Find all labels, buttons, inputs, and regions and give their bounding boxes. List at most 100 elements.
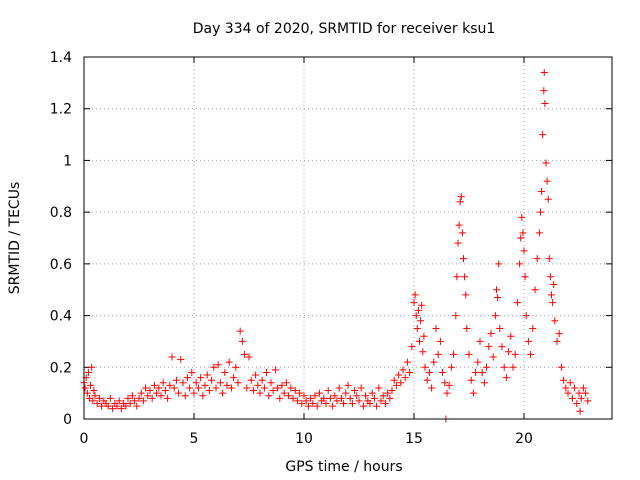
- data-point: [545, 255, 553, 263]
- data-point: [494, 293, 502, 301]
- x-tick-label: 15: [405, 431, 423, 447]
- data-point: [280, 389, 288, 397]
- data-point: [537, 208, 544, 216]
- data-point: [342, 389, 350, 397]
- data-point: [511, 350, 519, 358]
- data-point: [219, 389, 227, 397]
- data-point: [340, 399, 348, 407]
- data-point: [524, 337, 532, 345]
- data-point: [452, 312, 460, 320]
- data-point: [568, 394, 576, 402]
- data-point: [329, 402, 337, 410]
- data-point: [522, 312, 530, 320]
- data-point: [423, 376, 431, 384]
- data-point: [454, 239, 462, 247]
- data-point: [139, 397, 147, 405]
- x-tick-label: 0: [80, 431, 89, 447]
- data-point: [210, 363, 218, 371]
- data-point: [106, 394, 114, 402]
- data-point: [498, 343, 506, 351]
- data-point: [381, 399, 389, 407]
- data-point: [540, 69, 548, 77]
- data-point: [491, 312, 499, 320]
- data-point: [258, 376, 266, 384]
- data-point: [403, 358, 411, 366]
- data-point: [199, 392, 207, 400]
- data-point: [544, 195, 552, 203]
- data-point: [487, 330, 495, 338]
- data-point: [87, 381, 95, 389]
- data-point: [553, 337, 561, 345]
- data-point: [453, 273, 461, 281]
- data-point: [455, 221, 463, 229]
- data-point: [478, 368, 486, 376]
- data-point: [311, 392, 319, 400]
- data-point: [166, 381, 174, 389]
- data-point: [148, 394, 156, 402]
- data-point: [417, 317, 425, 325]
- data-point: [483, 363, 491, 371]
- data-point: [411, 291, 419, 299]
- data-point: [190, 389, 198, 397]
- data-point: [399, 366, 407, 374]
- data-point: [489, 353, 497, 361]
- data-point: [98, 402, 106, 410]
- data-point: [416, 337, 423, 345]
- data-point: [241, 350, 249, 358]
- data-point: [276, 394, 284, 402]
- data-point: [90, 387, 98, 395]
- data-point: [469, 389, 477, 397]
- data-point: [271, 366, 279, 374]
- data-point: [315, 389, 323, 397]
- data-point: [505, 348, 513, 356]
- data-point: [457, 193, 465, 201]
- data-point: [84, 368, 92, 376]
- data-point: [335, 384, 343, 392]
- data-point: [564, 389, 572, 397]
- data-point: [436, 337, 444, 345]
- data-point: [520, 247, 528, 255]
- data-point: [291, 387, 299, 395]
- data-point: [203, 371, 211, 379]
- data-point: [81, 384, 89, 392]
- data-point: [397, 379, 405, 387]
- data-point: [550, 281, 558, 289]
- data-point: [142, 384, 150, 392]
- data-point: [500, 363, 508, 371]
- data-point: [509, 363, 517, 371]
- data-point: [420, 332, 428, 340]
- data-point: [467, 376, 475, 384]
- data-point: [194, 384, 202, 392]
- data-point: [225, 358, 233, 366]
- data-point: [322, 399, 330, 407]
- data-point: [357, 384, 365, 392]
- data-point: [390, 376, 398, 384]
- data-point: [555, 330, 563, 338]
- data-point: [104, 402, 112, 410]
- data-point: [216, 379, 224, 387]
- data-point: [313, 402, 321, 410]
- data-point: [408, 343, 416, 351]
- y-tick-label: 0.4: [50, 309, 72, 325]
- data-point: [307, 394, 315, 402]
- data-point: [573, 399, 581, 407]
- data-point: [302, 397, 310, 405]
- data-point: [425, 368, 433, 376]
- data-point: [89, 397, 97, 405]
- data-point: [254, 381, 262, 389]
- data-point: [584, 397, 592, 405]
- data-point: [175, 389, 183, 397]
- data-point: [375, 384, 383, 392]
- data-point: [450, 350, 458, 358]
- data-point: [91, 392, 99, 400]
- data-point: [93, 399, 101, 407]
- data-point: [519, 229, 527, 237]
- data-point: [346, 394, 354, 402]
- data-point: [300, 392, 308, 400]
- y-tick-label: 0.6: [50, 257, 72, 273]
- data-point: [413, 325, 421, 332]
- data-point: [575, 389, 583, 397]
- data-point: [192, 379, 200, 387]
- data-point: [443, 389, 451, 397]
- data-point: [577, 394, 585, 402]
